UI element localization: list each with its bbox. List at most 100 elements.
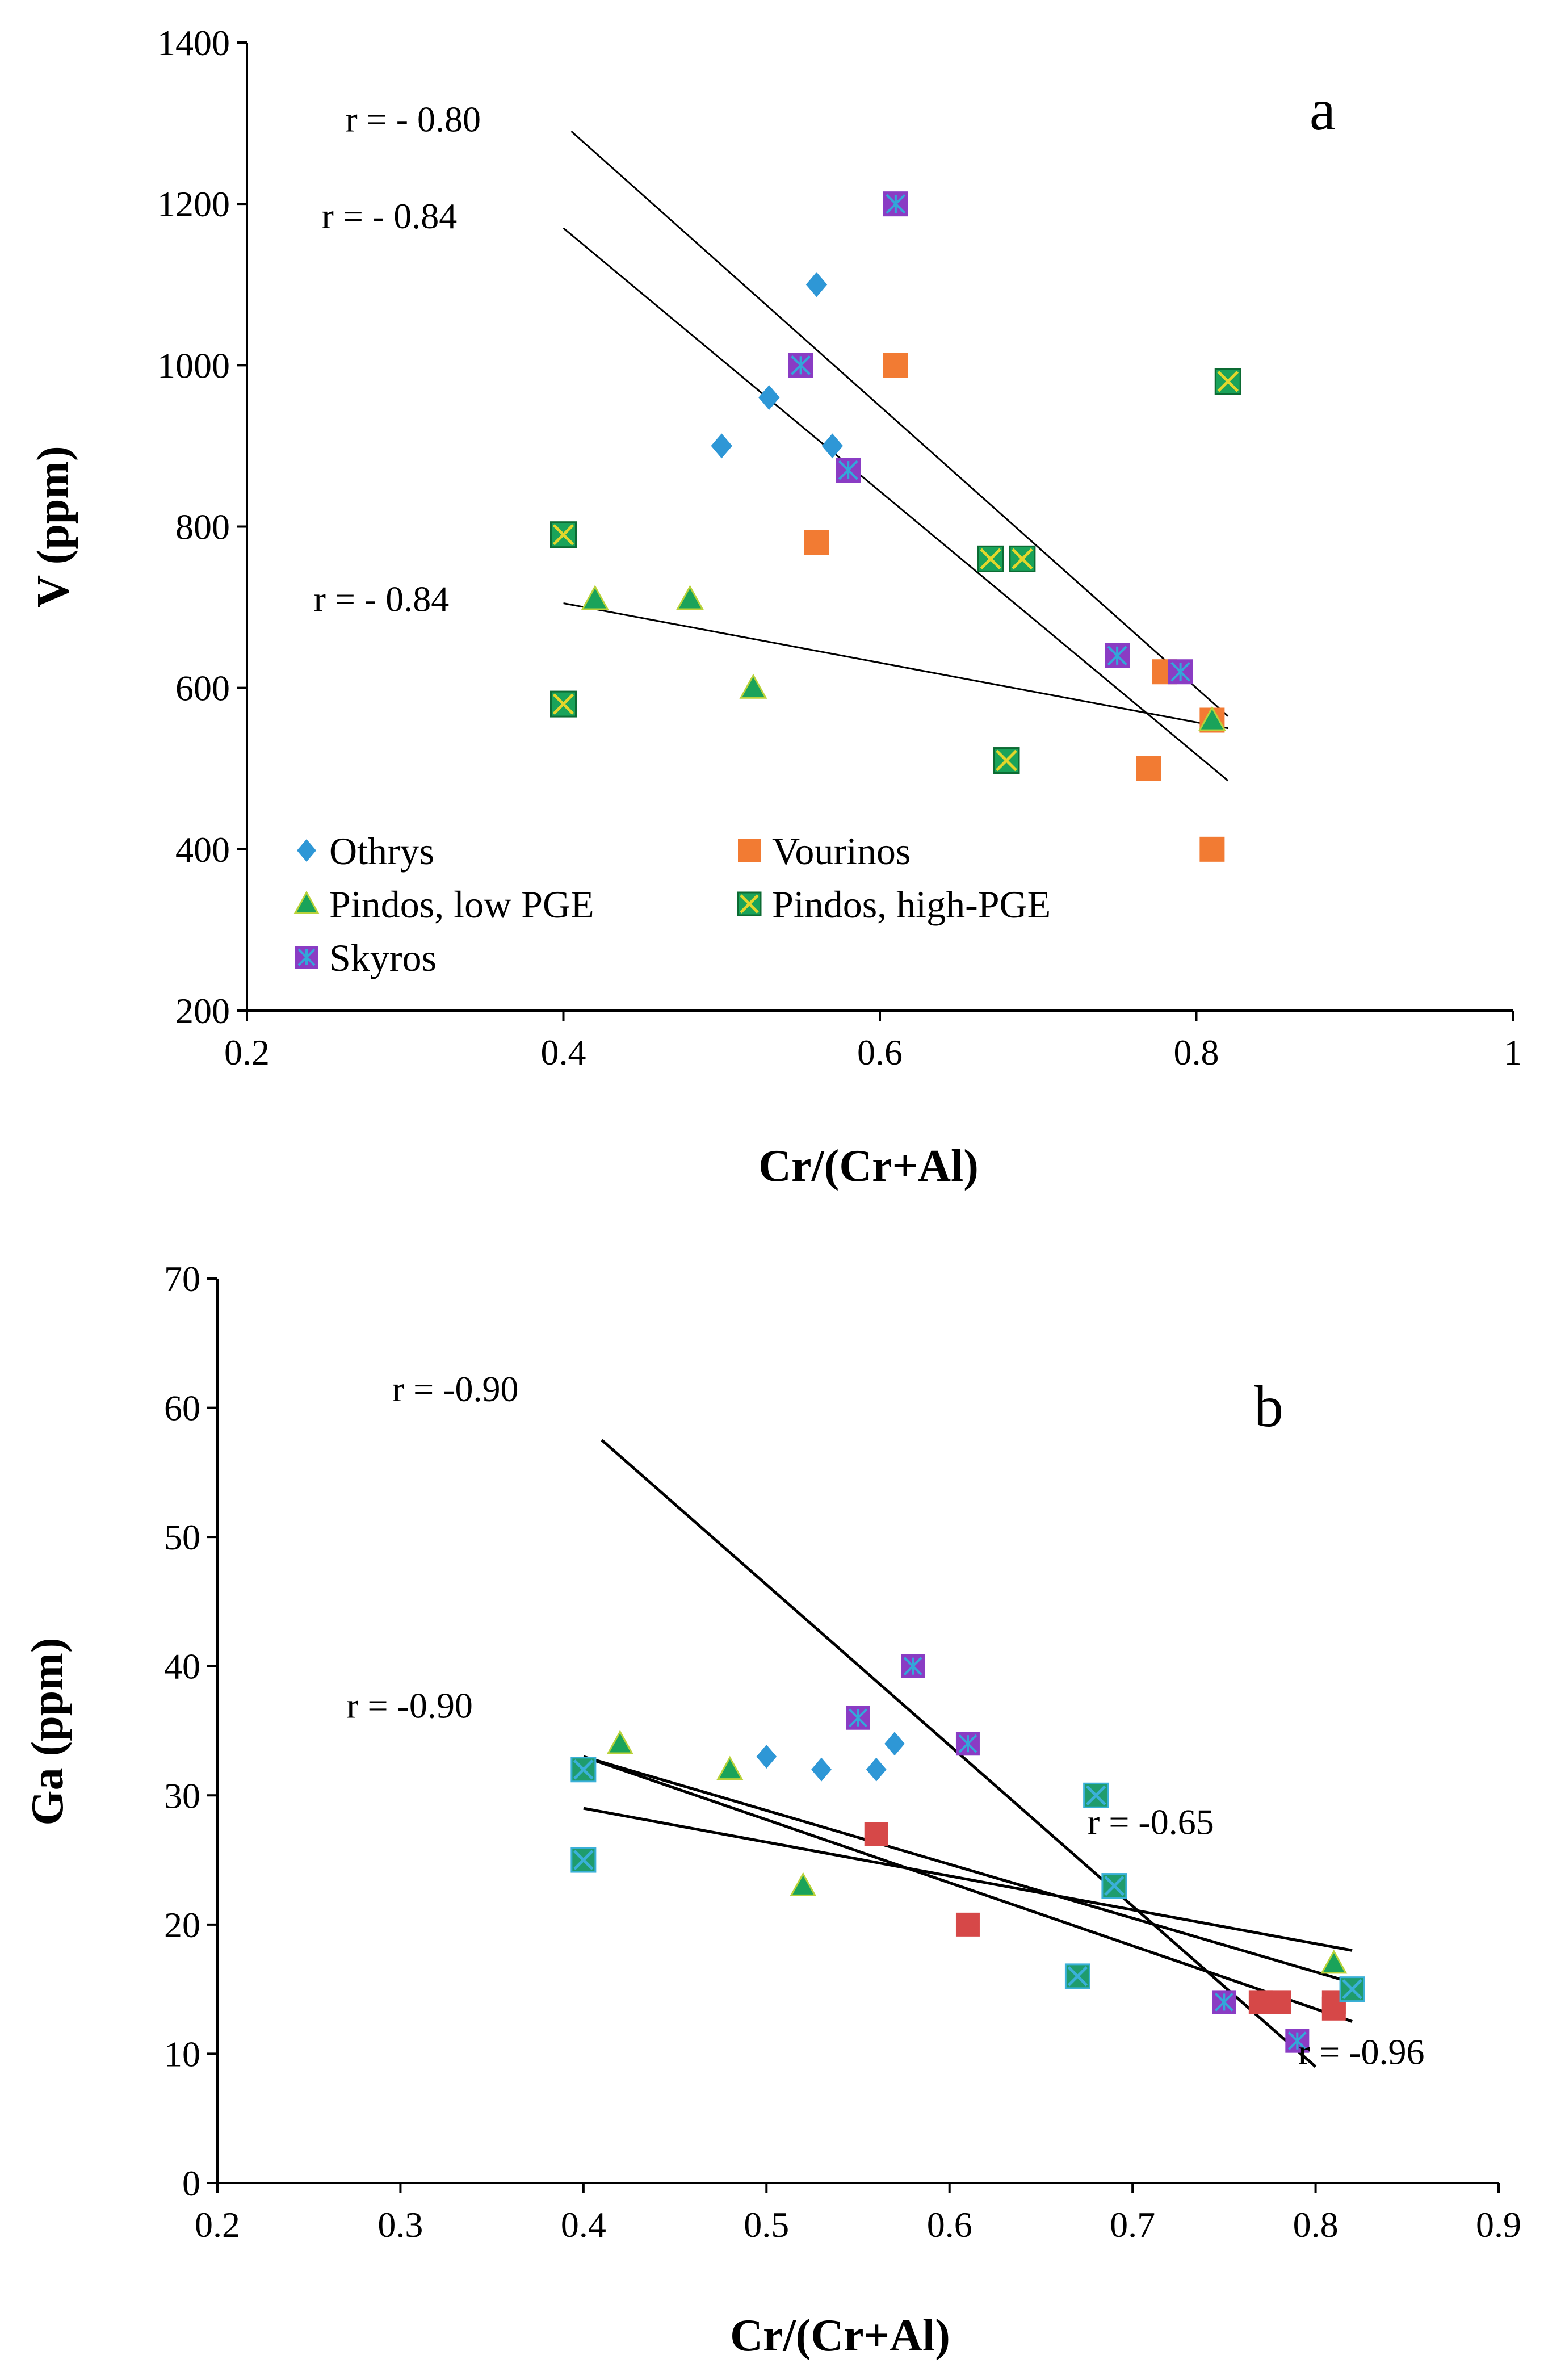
- chart-panel-b: 0 10 20 30 40 50 60 70 0.2 0.3 0.4 0.5 0.6 0.7 0.8 0.9…: [23, 1259, 1521, 2361]
- point-a-pindos_low-4: [1198, 706, 1226, 731]
- x-tick-label-b: 0.9: [1476, 2205, 1521, 2245]
- point-a-pindos_high-6: [1214, 368, 1241, 395]
- trendline-a-3: [563, 602, 1228, 730]
- legend-marker-skyros: [295, 946, 318, 969]
- point-a-skyros-3: [836, 458, 861, 483]
- point-b-skyros-5: [1285, 2029, 1310, 2053]
- point-b-vourinos_b-4: [1267, 1990, 1291, 2014]
- legend-marker-vourinos: [738, 839, 761, 862]
- point-a-skyros-4: [1105, 643, 1130, 668]
- x-tick-label-b: 0.2: [195, 2205, 240, 2245]
- point-b-othrys-3-shape: [866, 1757, 887, 1782]
- legend-marker-othrys-shape: [297, 839, 316, 862]
- legend-label-othrys: Othrys: [329, 829, 434, 873]
- y-tick-label-b: 40: [164, 1646, 200, 1687]
- point-b-skyros-1: [846, 1706, 870, 1730]
- legend-a: Othrys Vourinos Pindos, low PGE Pindos, hig…: [293, 829, 1051, 979]
- y-tick-label-b: 20: [164, 1905, 200, 1945]
- point-a-othrys-2-shape: [758, 385, 780, 410]
- point-b-othrys-4-shape: [884, 1732, 905, 1756]
- x-tick-label-b: 0.8: [1293, 2205, 1339, 2245]
- legend-label-pindos_low: Pindos, low PGE: [329, 883, 594, 926]
- point-b-pindos_low-1-shape: [606, 1730, 633, 1754]
- y-axis-label-a: V (ppm): [28, 446, 78, 607]
- point-a-pindos_high-1: [550, 521, 577, 548]
- y-tick-label-a: 1000: [157, 345, 230, 386]
- point-a-pindos_high-6-cross2: [1217, 370, 1239, 392]
- point-a-vourinos-6-shape: [1199, 836, 1225, 862]
- point-b-pindos_low-2: [716, 1755, 744, 1780]
- panel-label-a: a: [1310, 77, 1336, 143]
- y-axis-label-b: Ga (ppm): [23, 1637, 73, 1825]
- legend-label-skyros: Skyros: [329, 936, 437, 979]
- y-tick-label-a: 800: [175, 507, 230, 547]
- chart-panel-a: 200 400 600 800 1000 1200 1400 0.2 0.4 0.6 0.8 1 r…: [28, 23, 1522, 1191]
- legend-marker-pindos_high: [737, 891, 762, 916]
- trendline-a-2: [563, 227, 1229, 782]
- point-a-skyros-2: [788, 353, 813, 378]
- point-a-pindos_high-5: [993, 747, 1020, 774]
- point-b-pindos_high_b-2: [570, 1847, 597, 1873]
- legend-marker-pindos_high-cross2: [740, 894, 759, 914]
- point-a-vourinos-2-shape: [804, 530, 829, 555]
- point-b-vourinos_b-1-shape: [864, 1822, 888, 1846]
- y-tick-label-a: 1200: [157, 184, 230, 224]
- y-tick-label-a: 400: [175, 829, 230, 870]
- point-b-pindos_high_b-5-cross2: [1067, 1966, 1088, 1987]
- point-a-pindos_low-1-shape: [581, 585, 609, 610]
- point-b-pindos_high_b-1-cross2: [573, 1759, 594, 1780]
- point-a-pindos_low-3: [739, 673, 767, 699]
- point-b-vourinos_b-2-shape: [955, 1912, 980, 1937]
- point-a-vourinos-5-shape: [1136, 756, 1161, 781]
- x-axis-label-b: Cr/(Cr+Al): [730, 2311, 950, 2361]
- point-b-pindos_high_b-6-cross2: [1342, 1979, 1362, 2000]
- point-b-pindos_low-3-shape: [790, 1872, 817, 1896]
- x-tick-label-b: 0.3: [377, 2205, 423, 2245]
- point-a-pindos_high-4-cross2: [1012, 548, 1033, 570]
- y-tick-label-b: 50: [164, 1517, 200, 1557]
- point-b-pindos_high_b-2-cross2: [573, 1850, 594, 1870]
- annotation-a-3: r = - 0.84: [314, 579, 450, 619]
- panel-label-b: b: [1254, 1374, 1283, 1439]
- trendline-b-2: [583, 1755, 1353, 1984]
- legend-marker-pindos_low: [293, 890, 320, 914]
- point-a-pindos_low-2-shape: [676, 585, 704, 610]
- point-b-vourinos_b-4-shape: [1267, 1990, 1291, 2014]
- point-b-othrys-3: [866, 1757, 887, 1782]
- point-b-pindos_high_b-3: [1083, 1782, 1109, 1808]
- x-tick-label-a: 0.8: [1174, 1032, 1219, 1072]
- point-b-pindos_high_b-4-cross2: [1104, 1875, 1125, 1896]
- legend-label-pindos_high: Pindos, high-PGE: [772, 883, 1051, 926]
- point-a-pindos_high-1-cross2: [552, 523, 574, 546]
- y-tick-label-b: 10: [164, 2034, 200, 2074]
- point-b-vourinos_b-2: [955, 1912, 980, 1937]
- trendline-b-3: [583, 1755, 1353, 2023]
- x-tick-label-b: 0.7: [1110, 2205, 1155, 2245]
- point-a-othrys-3: [711, 433, 732, 459]
- point-b-othrys-2: [811, 1757, 832, 1782]
- point-b-pindos_high_b-3-cross2: [1085, 1785, 1106, 1806]
- point-a-vourinos-2: [804, 530, 829, 555]
- point-a-pindos_low-4-shape: [1198, 706, 1226, 731]
- point-a-pindos_high-2: [550, 690, 577, 718]
- trendline-a-1: [570, 131, 1229, 717]
- y-tick-label-b: 30: [164, 1775, 200, 1816]
- point-b-skyros-3: [955, 1732, 980, 1756]
- trendline-b-4: [583, 1807, 1353, 1952]
- point-b-vourinos_b-1: [864, 1822, 888, 1846]
- point-b-othrys-1: [756, 1745, 777, 1769]
- annotation-a-2: r = - 0.84: [322, 196, 458, 236]
- point-a-pindos_low-1: [581, 585, 609, 610]
- x-tick-label-b: 0.4: [561, 2205, 606, 2245]
- point-a-vourinos-6: [1199, 836, 1225, 862]
- y-tick-label-b: 60: [164, 1388, 200, 1428]
- x-axis-label-a: Cr/(Cr+Al): [758, 1141, 979, 1191]
- annotation-a-1: r = - 0.80: [345, 99, 481, 139]
- x-tick-label-a: 1: [1504, 1032, 1522, 1072]
- point-b-pindos_low-4: [1320, 1950, 1348, 1974]
- point-a-pindos_high-5-cross2: [996, 749, 1017, 772]
- point-a-vourinos-1-shape: [883, 353, 908, 378]
- y-tick-label-b: 0: [182, 2163, 200, 2203]
- point-a-pindos_high-3-cross2: [980, 548, 1001, 570]
